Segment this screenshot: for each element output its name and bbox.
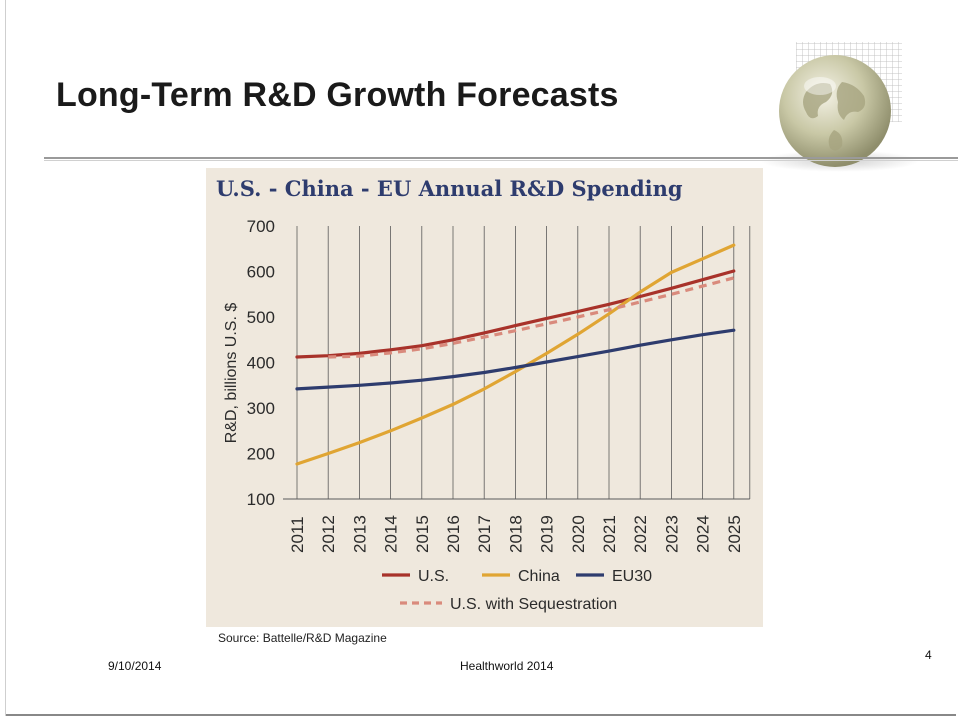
series-line-1 (295, 243, 736, 466)
series-line-2 (295, 328, 736, 391)
rd-spending-chart: U.S. - China - EU Annual R&D Spending 10… (216, 176, 751, 613)
x-tick-label: 2014 (382, 515, 401, 553)
slide-title: Long-Term R&D Growth Forecasts (56, 76, 619, 114)
title-underline-shadow (44, 160, 958, 161)
x-tick-label: 2017 (475, 515, 494, 553)
title-underline (44, 157, 958, 159)
page-number: 4 (925, 648, 932, 662)
chart-legend: U.S. China EU30 U.S. with Sequestration (382, 568, 652, 613)
y-tick-label: 200 (247, 445, 275, 464)
footer-date: 9/10/2014 (108, 659, 162, 673)
y-tick-label: 400 (247, 354, 275, 373)
legend-label-1: China (518, 568, 560, 585)
x-tick-label: 2021 (600, 515, 619, 553)
slide-left-border (5, 0, 6, 716)
legend-label-2: EU30 (612, 568, 652, 585)
y-tick-label: 100 (247, 490, 275, 509)
x-tick-label: 2019 (538, 515, 557, 553)
legend-label-0: U.S. (418, 568, 449, 585)
x-tick-label: 2023 (662, 515, 681, 553)
legend-label-3: U.S. with Sequestration (450, 596, 617, 613)
x-tick-label: 2012 (319, 515, 338, 553)
x-tick-label: 2013 (350, 515, 369, 553)
y-tick-label: 500 (247, 308, 275, 327)
x-tick-label: 2022 (631, 515, 650, 553)
chart-title: U.S. - China - EU Annual R&D Spending (216, 176, 683, 201)
series-line-0 (295, 269, 736, 359)
x-tick-label: 2018 (506, 515, 525, 553)
y-tick-label: 600 (247, 263, 275, 282)
y-axis-label: R&D, billions U.S. $ (223, 303, 240, 444)
series-line-3 (328, 276, 735, 359)
chart-axes: 100 200 300 400 500 600 700 2011 2012 2013 2014 201… (247, 217, 750, 553)
footer-event: Healthworld 2014 (460, 659, 554, 673)
x-tick-label: 2016 (444, 515, 463, 553)
x-tick-label: 2024 (694, 515, 713, 553)
x-tick-label: 2025 (725, 515, 744, 553)
y-tick-label: 300 (247, 399, 275, 418)
y-tick-label: 700 (247, 217, 275, 236)
x-tick-label: 2011 (288, 516, 307, 553)
x-tick-label: 2015 (413, 515, 432, 553)
globe-icon (779, 55, 891, 167)
chart-series (295, 243, 736, 466)
x-tick-label: 2020 (569, 515, 588, 553)
chart-source: Source: Battelle/R&D Magazine (218, 631, 387, 645)
slide-bottom-border (6, 714, 956, 716)
